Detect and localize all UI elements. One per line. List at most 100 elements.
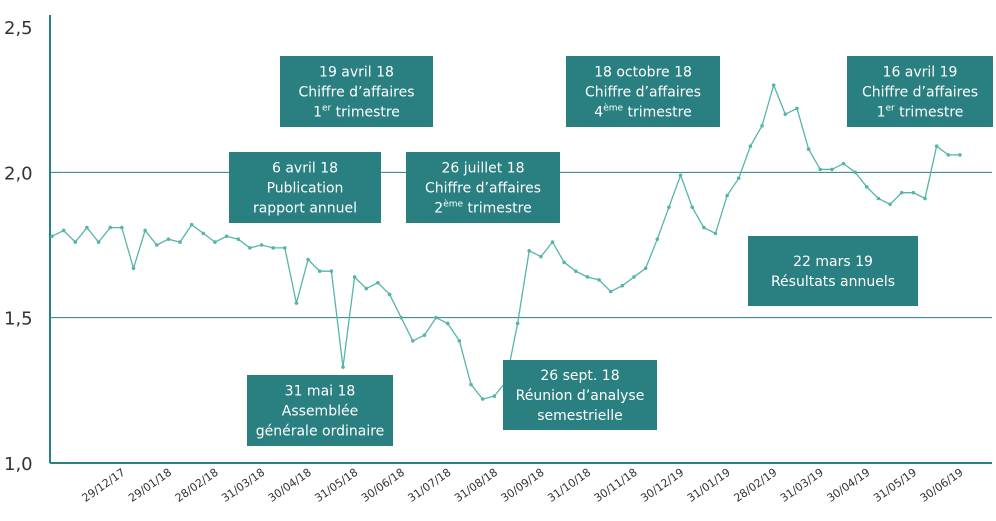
data-point	[934, 144, 939, 148]
data-point	[469, 382, 473, 387]
annotation-sup: ème	[603, 103, 623, 114]
data-point	[562, 260, 566, 265]
x-tick-label: 30/04/18	[266, 466, 314, 505]
annotation-sup: er	[885, 104, 895, 114]
y-tick-label: 1,0	[4, 454, 33, 475]
data-point	[702, 225, 706, 230]
data-point	[306, 257, 310, 262]
data-point	[911, 190, 916, 195]
annotation-text: 26 juillet 18	[441, 161, 524, 177]
data-point	[259, 243, 264, 247]
x-tick-label: 31/07/18	[406, 466, 454, 505]
data-point	[131, 266, 136, 271]
annotation-text-part: trimestre	[895, 105, 964, 121]
annotation-text-part: 2	[434, 201, 443, 217]
data-point	[899, 190, 904, 195]
annotation-text-part: 4	[594, 105, 603, 121]
annotation-text-part: trimestre	[331, 105, 400, 121]
x-tick-label: 31/03/19	[778, 466, 826, 505]
data-point	[387, 292, 392, 297]
data-point	[154, 243, 159, 247]
data-point	[364, 286, 369, 291]
annotation-text: semestrielle	[537, 408, 623, 424]
data-point	[574, 269, 578, 273]
annotation-box	[229, 152, 381, 223]
annotation-text: 18 octobre 18	[594, 65, 692, 81]
x-tick-label: 31/01/19	[685, 466, 733, 505]
annotation-text: 1er trimestre	[877, 104, 964, 121]
annotation-text: 31 mai 18	[285, 384, 356, 400]
annotation-text-part: trimestre	[463, 201, 532, 217]
y-tick-label: 2,0	[4, 163, 33, 184]
data-point	[585, 275, 590, 279]
data-point	[201, 231, 206, 236]
x-tick-label: 28/02/18	[173, 466, 221, 505]
data-point	[492, 394, 497, 398]
data-point	[888, 202, 892, 207]
x-tick-label: 30/11/18	[592, 466, 640, 505]
data-point	[96, 240, 101, 244]
y-tick-label: 1,5	[4, 309, 33, 330]
annotation-text: rapport annuel	[253, 201, 357, 217]
annotation-text: Résultats annuels	[771, 274, 895, 290]
data-point	[189, 222, 194, 227]
annotation: 26 sept. 18 Réunion d’analyse semestrielle	[503, 360, 657, 430]
annotation-text: Chiffre d’affaires	[862, 85, 978, 101]
data-point	[643, 266, 648, 271]
data-point	[597, 278, 601, 282]
annotation-text: Réunion d’analyse	[516, 388, 645, 404]
annotation-text: Assemblée	[282, 404, 358, 420]
x-tick-label: 30/04/19	[825, 466, 873, 505]
annotation-box	[748, 236, 918, 306]
annotation: 31 mai 18 Assemblée générale ordinaire	[247, 375, 393, 446]
data-point	[830, 167, 834, 172]
x-tick-label: 31/05/18	[312, 466, 360, 505]
x-tick-label: 30/06/19	[918, 466, 966, 505]
data-point	[771, 83, 776, 87]
data-point	[108, 225, 112, 230]
annotation-text: 6 avril 18	[272, 161, 338, 177]
x-tick-label: 29/12/17	[80, 466, 128, 505]
x-tick-label: 29/01/18	[126, 466, 174, 505]
data-point	[434, 315, 438, 320]
data-point	[143, 228, 147, 233]
annotation-sup: ème	[443, 199, 463, 210]
data-point	[329, 269, 334, 273]
data-point	[50, 234, 54, 239]
annotation: 19 avril 18 Chiffre d’affaires 1er trimest…	[280, 56, 433, 127]
data-point	[166, 237, 171, 241]
data-point	[271, 246, 275, 250]
y-tick-label: 2,5	[4, 18, 33, 39]
annotation-text: 22 mars 19	[793, 254, 873, 270]
annotation: 16 avril 19 Chiffre d’affaires 1er trimest…	[847, 56, 993, 127]
annotation-text: Publication	[267, 181, 344, 197]
data-point	[224, 234, 229, 239]
data-point	[236, 237, 241, 241]
annotation-text-part: 1	[313, 105, 322, 121]
annotation-text: 4ème trimestre	[594, 103, 691, 121]
data-point	[760, 124, 764, 128]
data-point	[865, 185, 869, 189]
annotation-box	[280, 56, 433, 127]
x-tick-label: 28/02/19	[731, 466, 779, 505]
data-point	[457, 339, 462, 343]
data-point	[422, 333, 427, 337]
annotation-text: Chiffre d’affaires	[298, 85, 414, 101]
annotation-sup: er	[322, 104, 332, 114]
annotation-text: 26 sept. 18	[540, 368, 619, 384]
data-point	[73, 240, 78, 244]
data-point	[783, 112, 788, 116]
data-point	[667, 205, 671, 210]
data-point	[632, 275, 636, 279]
data-point	[411, 339, 415, 343]
data-point	[923, 196, 927, 201]
data-point	[748, 144, 753, 148]
data-point	[736, 176, 741, 180]
data-point	[515, 321, 520, 326]
data-point	[445, 321, 450, 326]
annotation: 26 juillet 18 Chiffre d’affaires 2ème trim…	[406, 152, 560, 223]
data-point	[317, 269, 322, 273]
annotation-box	[247, 375, 393, 446]
annotation-box	[503, 360, 657, 430]
